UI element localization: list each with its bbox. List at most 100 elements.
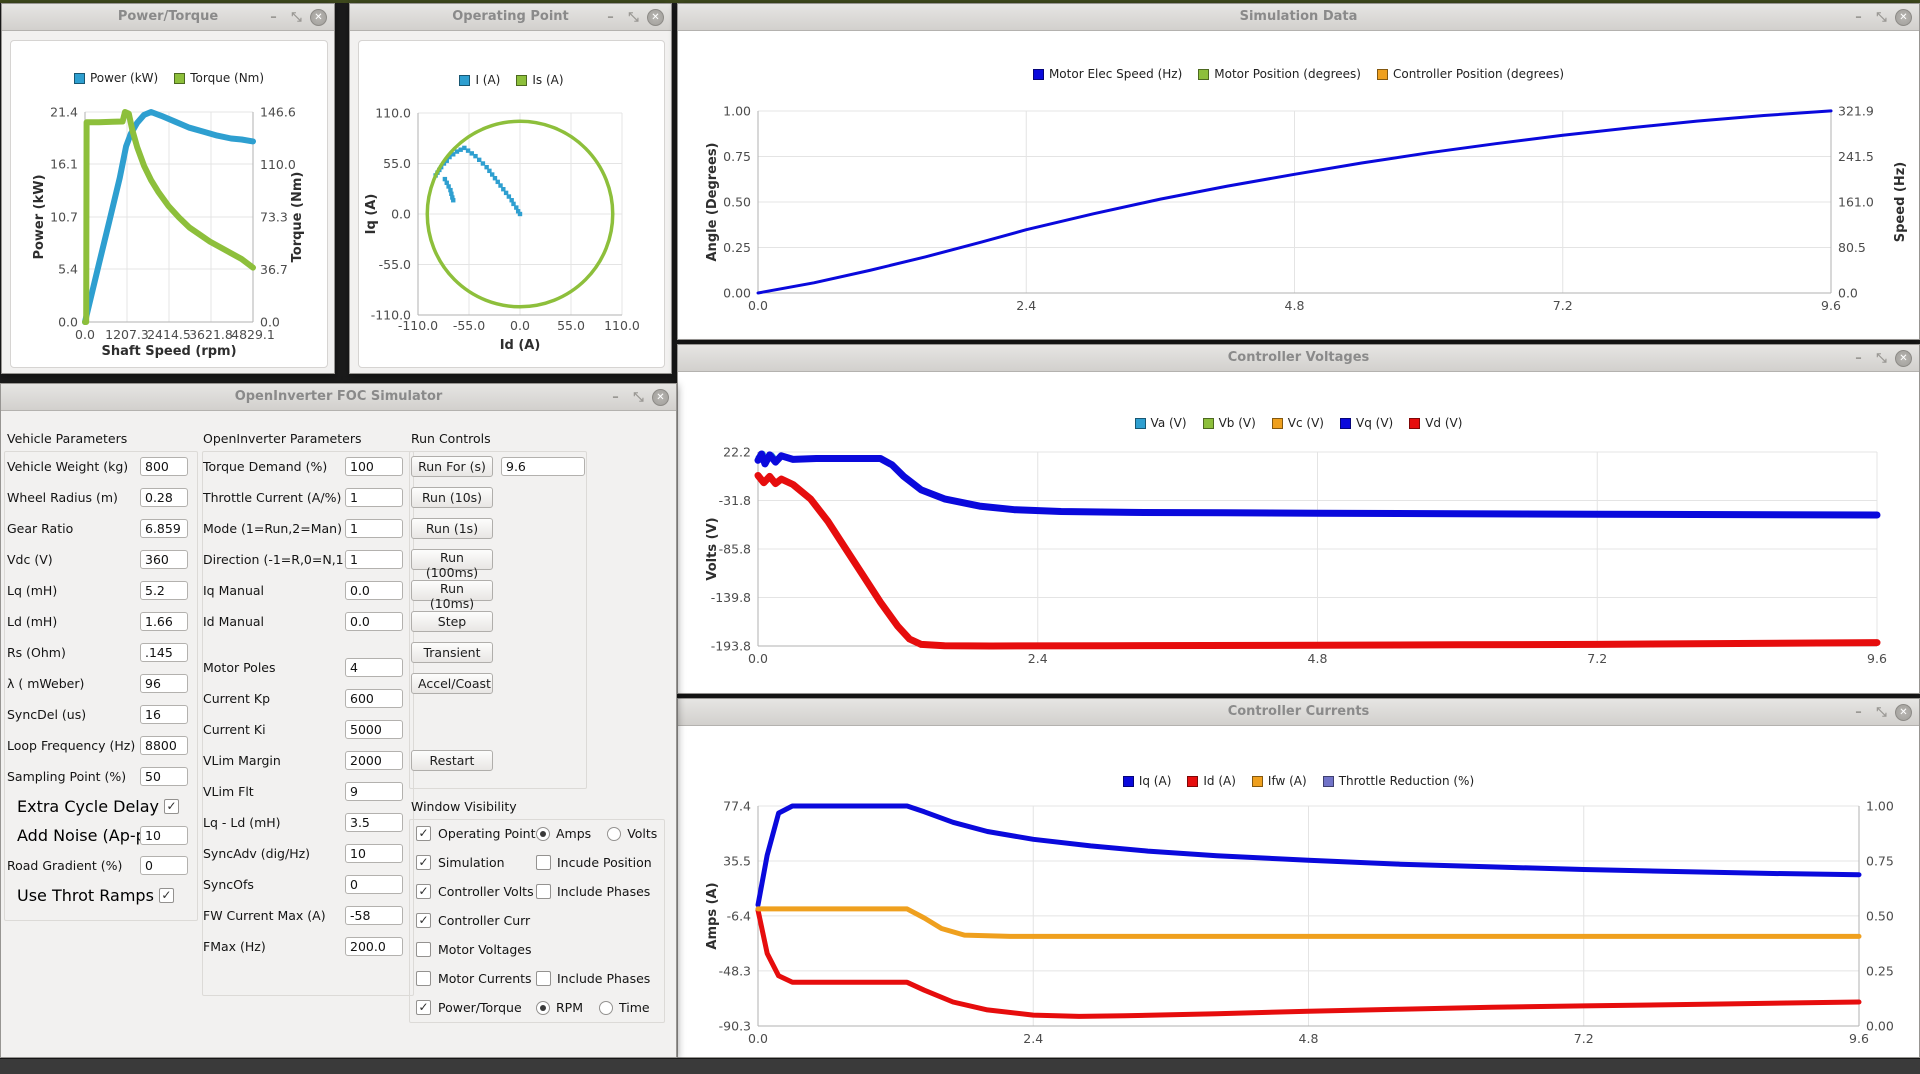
legend-item[interactable]: Va (V)	[1134, 416, 1187, 430]
legend-item[interactable]: Vb (V)	[1202, 416, 1256, 430]
close-button[interactable]: ✕	[652, 389, 669, 406]
param-input[interactable]	[345, 782, 403, 801]
legend-item[interactable]: Throttle Reduction (%)	[1322, 774, 1474, 788]
param-input[interactable]	[140, 612, 188, 631]
checkbox[interactable]	[416, 942, 431, 957]
maximize-button[interactable]: ⤡	[1876, 10, 1887, 25]
close-button[interactable]: ✕	[1895, 704, 1912, 721]
param-input[interactable]	[501, 457, 585, 476]
legend-item[interactable]: Controller Position (degrees)	[1376, 67, 1564, 81]
legend-item[interactable]: Power (kW)	[73, 71, 158, 85]
maximize-button[interactable]: ⤡	[1876, 705, 1887, 720]
titlebar[interactable]: Controller Voltages – ⤡ ✕	[678, 345, 1919, 372]
param-input[interactable]	[345, 720, 403, 739]
param-label: FMax (Hz)	[203, 939, 266, 954]
minimize-button[interactable]: –	[270, 10, 277, 25]
titlebar[interactable]: Operating Point – ⤡ ✕	[350, 4, 671, 31]
param-input[interactable]	[345, 550, 403, 569]
radio-button[interactable]	[607, 826, 622, 841]
param-input[interactable]	[140, 519, 188, 538]
simulation-chart: 0.0 2.4 4.8 7.2 9.6 0.00 0.25 0.50 0.75 1.00 0.0 80…	[705, 104, 1908, 314]
close-button[interactable]: ✕	[1895, 350, 1912, 367]
param-input[interactable]	[140, 674, 188, 693]
param-input[interactable]	[345, 488, 403, 507]
titlebar[interactable]: Controller Currents – ⤡ ✕	[678, 699, 1919, 726]
maximize-button[interactable]: ⤡	[628, 10, 639, 25]
param-input[interactable]	[345, 612, 403, 631]
checkbox[interactable]	[536, 855, 551, 870]
param-input[interactable]	[140, 736, 188, 755]
run-for-button[interactable]: Run For (s)	[411, 456, 493, 477]
param-input[interactable]	[140, 856, 188, 875]
restart-button[interactable]: Restart	[411, 750, 493, 771]
close-button[interactable]: ✕	[647, 9, 664, 26]
checkbox[interactable]: ✓	[158, 888, 174, 903]
legend-item[interactable]: Id (A)	[1187, 774, 1236, 788]
radio-button[interactable]	[599, 1000, 614, 1015]
run-button[interactable]: Run (1s)	[411, 518, 493, 539]
radio-button[interactable]	[536, 1000, 550, 1015]
minimize-button[interactable]: –	[612, 390, 619, 405]
checkbox[interactable]: ✓	[164, 799, 180, 814]
param-input[interactable]	[345, 519, 403, 538]
titlebar[interactable]: Power/Torque – ⤡ ✕	[2, 4, 334, 31]
param-input[interactable]	[345, 844, 403, 863]
checkbox[interactable]: ✓	[416, 1000, 431, 1015]
legend-item[interactable]: I (A)	[459, 73, 500, 87]
param-input[interactable]	[140, 826, 188, 845]
maximize-button[interactable]: ⤡	[291, 10, 302, 25]
param-input[interactable]	[345, 658, 403, 677]
param-input[interactable]	[140, 550, 188, 569]
legend-item[interactable]: Is (A)	[516, 73, 564, 87]
checkbox[interactable]	[416, 971, 431, 986]
param-input[interactable]	[345, 875, 403, 894]
radio-label: Volts	[627, 826, 658, 841]
checkbox[interactable]: ✓	[416, 855, 431, 870]
param-input[interactable]	[140, 643, 188, 662]
close-button[interactable]: ✕	[1895, 9, 1912, 26]
param-input[interactable]	[140, 767, 188, 786]
run-button[interactable]: Accel/Coast	[411, 673, 493, 694]
minimize-button[interactable]: –	[1855, 10, 1862, 25]
titlebar[interactable]: Simulation Data – ⤡ ✕	[678, 4, 1919, 31]
run-button[interactable]: Run (100ms)	[411, 549, 493, 580]
checkbox[interactable]	[536, 971, 551, 986]
minimize-button[interactable]: –	[607, 10, 614, 25]
legend-item[interactable]: Vc (V)	[1271, 416, 1324, 430]
run-button[interactable]: Transient	[411, 642, 493, 663]
param-input[interactable]	[140, 705, 188, 724]
checkbox[interactable]: ✓	[416, 913, 431, 928]
legend-item[interactable]: Torque (Nm)	[174, 71, 264, 85]
legend-item[interactable]: Iq (A)	[1122, 774, 1171, 788]
param-input[interactable]	[345, 751, 403, 770]
minimize-button[interactable]: –	[1855, 705, 1862, 720]
checkbox[interactable]: ✓	[416, 884, 431, 899]
param-input[interactable]	[345, 581, 403, 600]
checkbox[interactable]: ✓	[416, 826, 431, 841]
run-button[interactable]: Run (10s)	[411, 487, 493, 508]
param-input[interactable]	[140, 581, 188, 600]
maximize-button[interactable]: ⤡	[1876, 351, 1887, 366]
legend-item[interactable]: Motor Elec Speed (Hz)	[1032, 67, 1182, 81]
checkbox[interactable]	[536, 884, 551, 899]
param-input[interactable]	[345, 689, 403, 708]
param-input[interactable]	[140, 457, 188, 476]
param-input[interactable]	[345, 457, 403, 476]
close-button[interactable]: ✕	[310, 9, 327, 26]
param-input[interactable]	[345, 937, 403, 956]
minimize-button[interactable]: –	[1855, 351, 1862, 366]
taskbar[interactable]	[0, 1058, 1920, 1074]
legend-item[interactable]: Ifw (A)	[1251, 774, 1307, 788]
run-button[interactable]: Step	[411, 611, 493, 632]
param-input[interactable]	[345, 813, 403, 832]
legend-item[interactable]: Vd (V)	[1409, 416, 1462, 430]
titlebar[interactable]: OpenInverter FOC Simulator – ⤡ ✕	[1, 384, 676, 411]
legend-swatch	[1271, 417, 1283, 429]
legend-item[interactable]: Motor Position (degrees)	[1198, 67, 1361, 81]
param-input[interactable]	[345, 906, 403, 925]
param-input[interactable]	[140, 488, 188, 507]
radio-button[interactable]	[536, 826, 550, 841]
maximize-button[interactable]: ⤡	[633, 390, 644, 405]
run-button[interactable]: Run (10ms)	[411, 580, 493, 611]
legend-item[interactable]: Vq (V)	[1340, 416, 1393, 430]
